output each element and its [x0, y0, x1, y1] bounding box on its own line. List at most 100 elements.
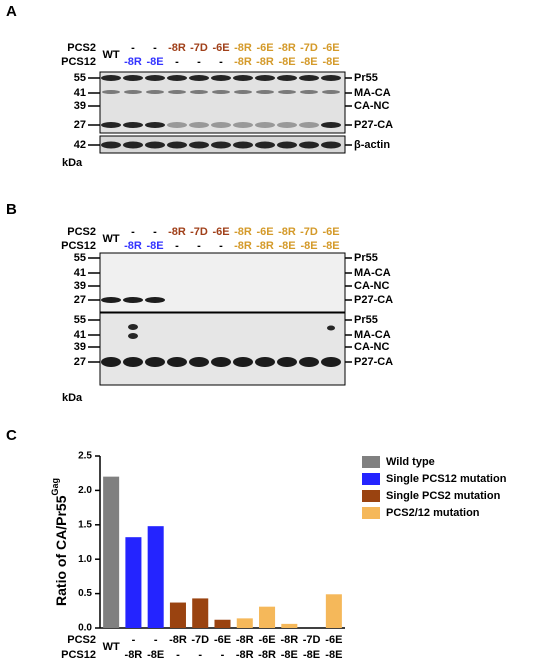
blot-band: [255, 357, 275, 367]
legend-swatch: [362, 473, 380, 485]
mw-marker: 39: [74, 341, 86, 353]
lane-label: -: [131, 226, 135, 238]
row-label: PCS2: [67, 634, 96, 646]
lane-label: -8R: [234, 56, 252, 68]
blot-band: [189, 75, 209, 81]
blot-band: [278, 90, 296, 94]
x-tick-label: -7D: [303, 634, 321, 646]
mw-marker: 42: [74, 139, 86, 151]
legend-label: Single PCS2 mutation: [386, 490, 501, 502]
blot-band: [300, 90, 318, 94]
blot-band: [277, 122, 297, 128]
blot-band: [167, 141, 187, 149]
blot-band: [255, 141, 275, 149]
lane-label: -8R: [256, 240, 274, 252]
blot-band: [321, 357, 341, 367]
legend-label: Single PCS12 mutation: [386, 473, 507, 485]
blot-band: [167, 75, 187, 81]
bar: [281, 623, 298, 628]
x-tick-label: -: [198, 649, 202, 661]
mw-marker: 41: [74, 267, 86, 279]
x-tick-label: -8E: [325, 649, 342, 661]
row-label: PCS12: [61, 56, 96, 68]
blot-a-main: [99, 71, 346, 134]
bar: [125, 537, 142, 628]
legend-swatch: [362, 456, 380, 468]
lane-label: WT: [102, 233, 119, 245]
x-tick-label: -8R: [280, 634, 298, 646]
x-tick-label: -8E: [147, 649, 164, 661]
blot-band: [145, 297, 165, 303]
blot-band: [189, 357, 209, 367]
lane-label: -8E: [300, 56, 317, 68]
blot-band: [189, 122, 209, 128]
blot-band: [101, 297, 121, 303]
lane-label: -8R: [234, 226, 252, 238]
x-tick-label: -8E: [303, 649, 320, 661]
y-tick-label: 2.0: [78, 485, 92, 496]
x-tick-label: -8R: [258, 649, 276, 661]
legend-label: Wild type: [386, 456, 435, 468]
y-axis-title-sup: Gag: [50, 478, 60, 496]
blot-band: [299, 141, 319, 149]
blot-band: [145, 122, 165, 128]
band-label: MA-CA: [354, 329, 391, 341]
row-label: PCS2: [67, 226, 96, 238]
lane-label: -8R: [124, 56, 142, 68]
lane-label: -: [153, 226, 157, 238]
blot-band: [277, 75, 297, 81]
x-tick-label: -: [154, 634, 158, 646]
blot-band: [101, 75, 121, 81]
x-tick-label: -6E: [214, 634, 231, 646]
y-axis-title-main: Ratio of CA/Pr55: [53, 495, 69, 606]
blot-band: [211, 357, 231, 367]
lane-label: -: [153, 42, 157, 54]
band-label: Pr55: [354, 314, 378, 326]
row-label: PCS12: [61, 649, 96, 661]
panel-label: A: [6, 3, 17, 20]
blot-band: [233, 122, 253, 128]
lane-label: -8R: [124, 240, 142, 252]
blot-band: [327, 325, 335, 331]
lane-label: -6E: [322, 226, 339, 238]
lane-label: -7D: [190, 42, 208, 54]
blot-band: [101, 357, 121, 367]
blot-band: [190, 90, 208, 94]
blot-band: [321, 122, 341, 128]
blot-band: [124, 90, 142, 94]
blot-band: [322, 90, 340, 94]
blot-band: [299, 75, 319, 81]
mw-marker: 39: [74, 280, 86, 292]
x-tick-label: -: [132, 634, 136, 646]
blot-band: [256, 90, 274, 94]
band-label: CA-NC: [354, 280, 389, 292]
lane-label: -: [175, 56, 179, 68]
mw-marker: 55: [74, 72, 86, 84]
x-tick-label: -8R: [125, 649, 143, 661]
bar: [325, 594, 342, 628]
blot-band: [234, 90, 252, 94]
blot-band: [211, 122, 231, 128]
lane-label: -8R: [278, 42, 296, 54]
legend-swatch: [362, 507, 380, 519]
band-label: β-actin: [354, 139, 390, 151]
mw-marker: 41: [74, 329, 86, 341]
y-tick-label: 2.5: [78, 451, 92, 462]
blot-band: [299, 122, 319, 128]
x-tick-label: -: [221, 649, 225, 661]
blot-band: [145, 357, 165, 367]
lane-label: -: [219, 240, 223, 252]
blot-band: [123, 357, 143, 367]
mw-marker: 55: [74, 314, 86, 326]
blot-band: [101, 141, 121, 149]
x-tick-label: -8R: [236, 634, 254, 646]
x-tick-label: -8E: [281, 649, 298, 661]
lane-label: -6E: [256, 226, 273, 238]
mw-marker: 27: [74, 294, 86, 306]
lane-label: -8R: [168, 226, 186, 238]
blot-band: [123, 297, 143, 303]
bar: [147, 526, 164, 628]
band-label: MA-CA: [354, 87, 391, 99]
blot-band: [123, 75, 143, 81]
mw-marker: 27: [74, 119, 86, 131]
